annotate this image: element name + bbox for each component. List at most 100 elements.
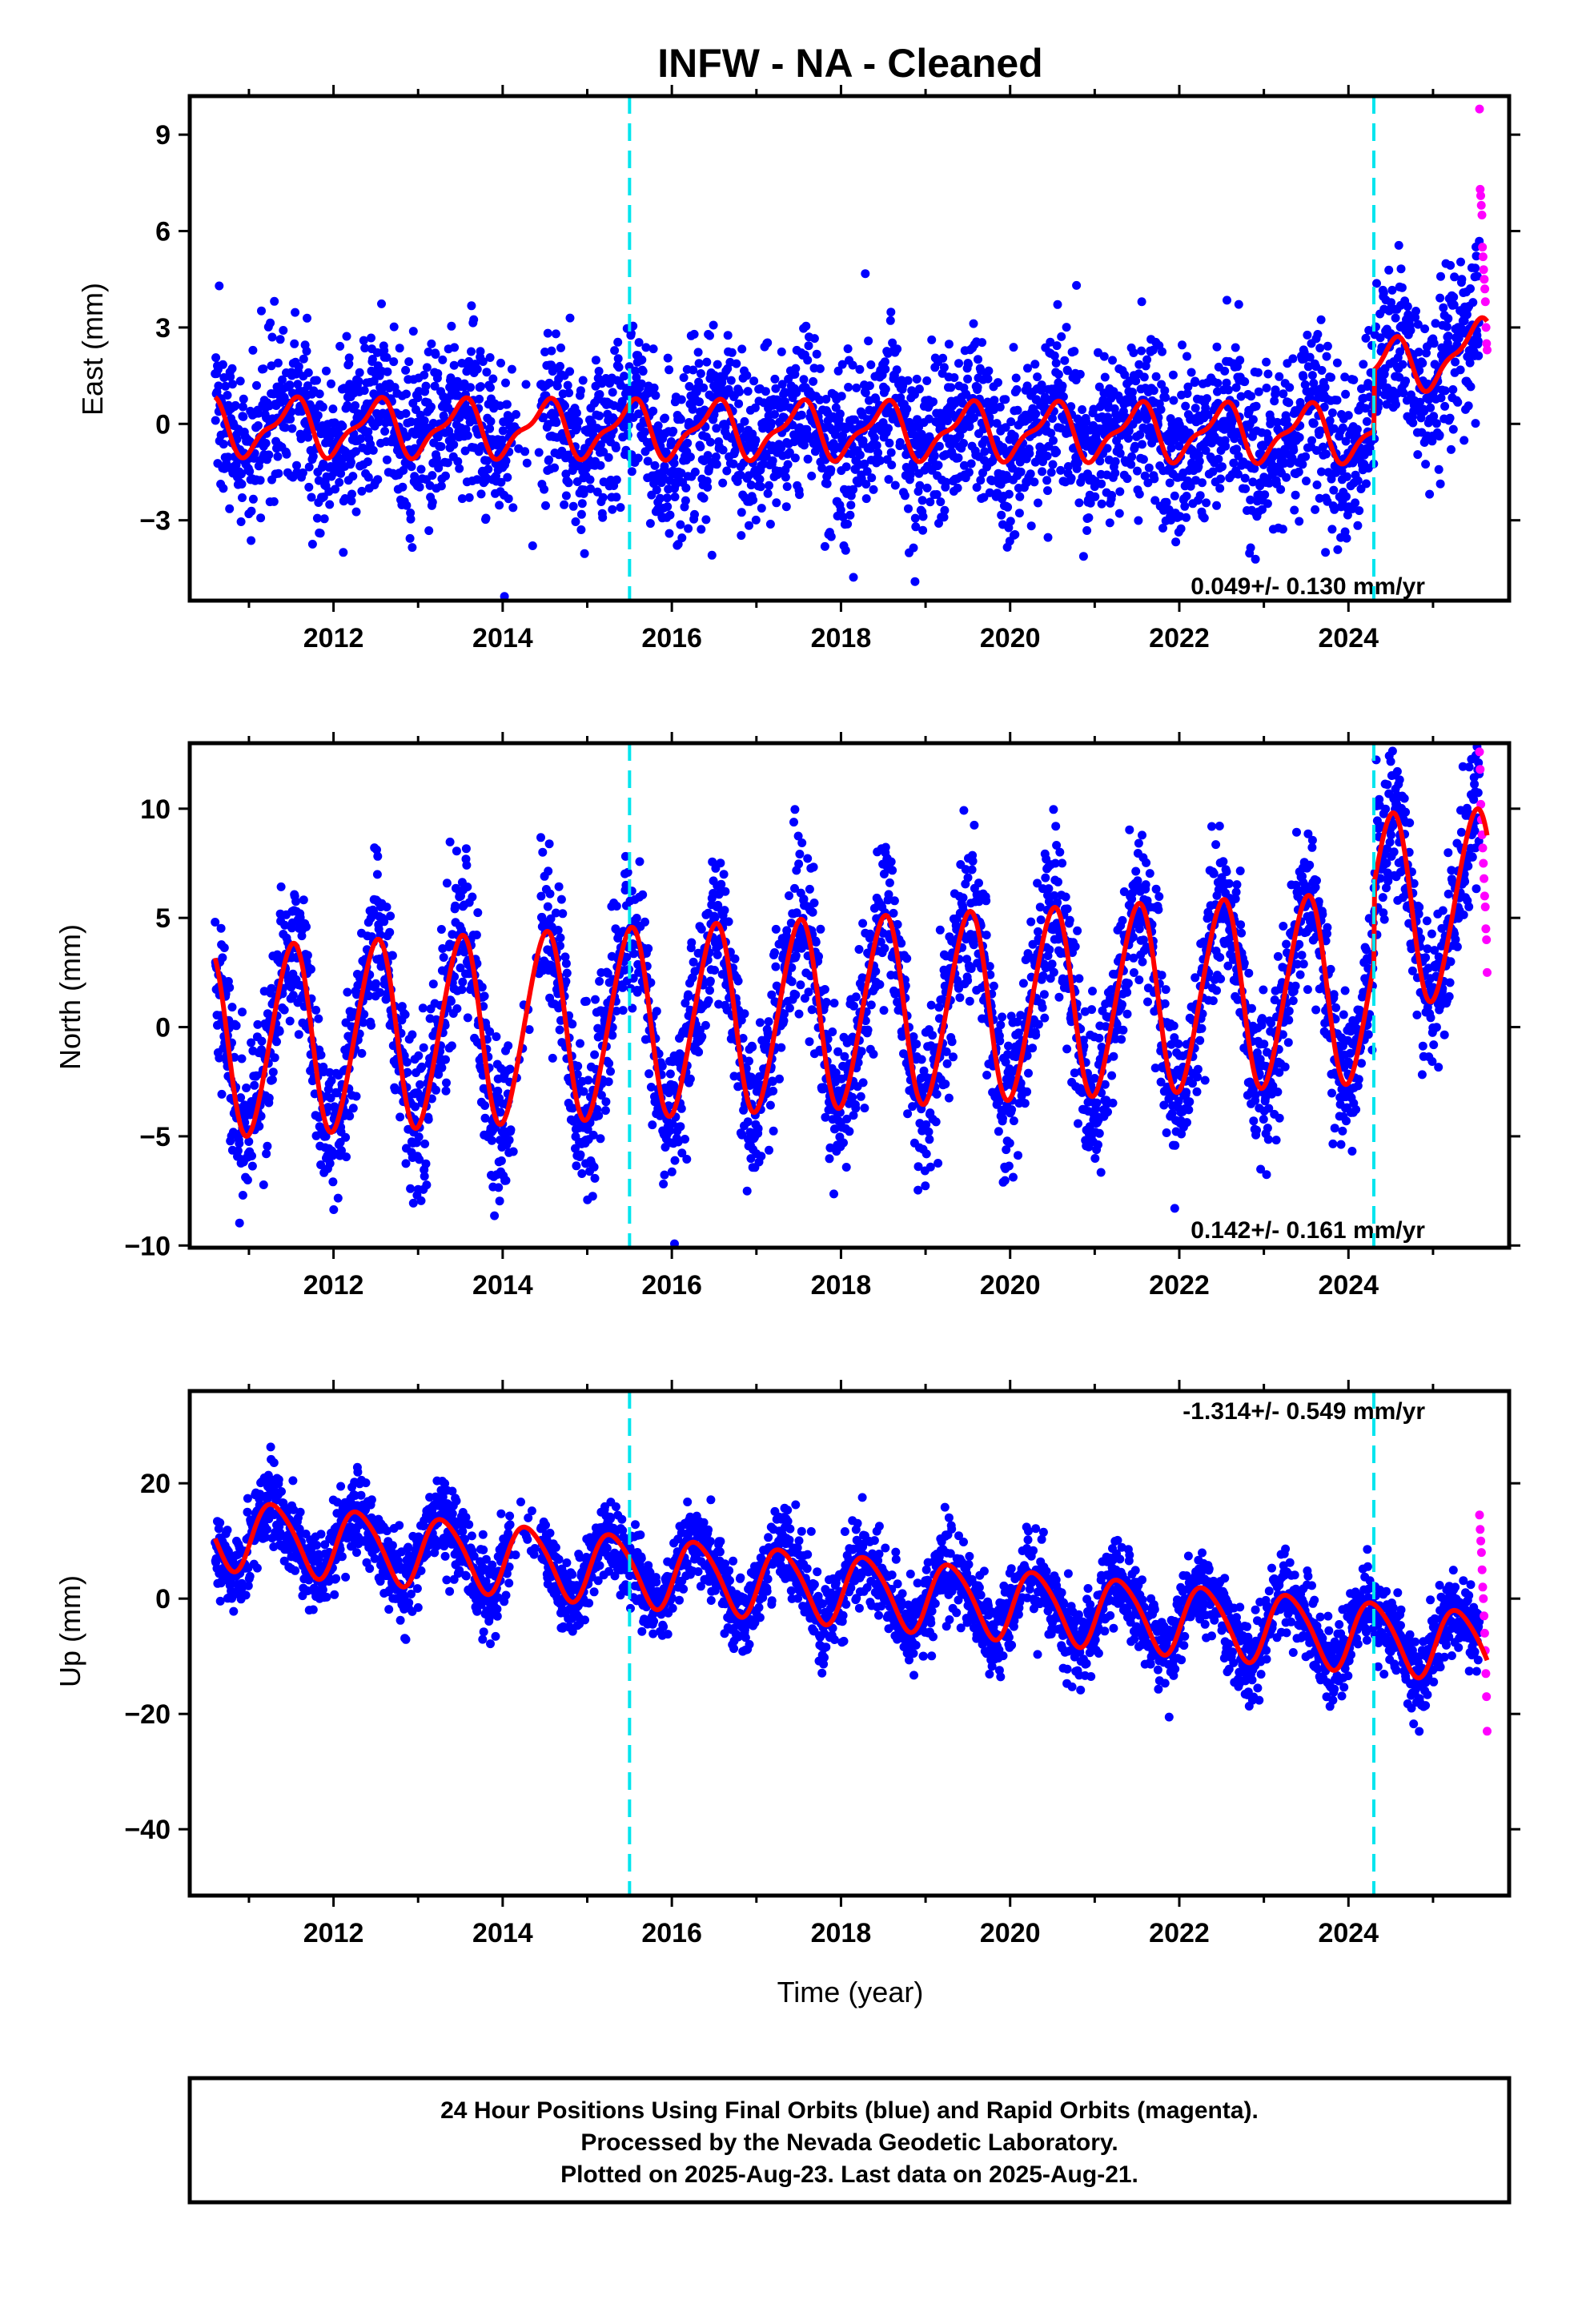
east-final-point: [1460, 436, 1469, 445]
north-final-point: [418, 1003, 428, 1013]
north-final-point: [262, 1149, 271, 1159]
east-final-point: [1078, 405, 1087, 414]
east-final-point: [651, 391, 661, 400]
north-final-point: [314, 1014, 323, 1023]
east-final-point: [550, 463, 560, 472]
east-final-point: [427, 339, 436, 348]
east-final-point: [939, 513, 949, 522]
east-final-point: [552, 418, 561, 428]
east-final-point: [1228, 415, 1238, 424]
east-final-point: [634, 338, 644, 348]
east-final-point: [980, 435, 990, 444]
north-final-point: [677, 1148, 687, 1158]
east-final-point: [501, 456, 511, 465]
north-final-point: [267, 1075, 277, 1084]
east-final-point: [401, 365, 411, 375]
north-plot-area: [211, 743, 1492, 1248]
east-final-point: [772, 498, 781, 508]
north-final-point: [406, 1184, 416, 1193]
east-final-point: [303, 432, 313, 442]
east-final-point: [1349, 375, 1359, 384]
east-final-point: [749, 376, 759, 386]
north-final-point: [556, 941, 564, 951]
east-final-point: [998, 443, 1008, 452]
east-final-point: [359, 386, 369, 396]
east-final-point: [571, 517, 580, 526]
north-final-point: [628, 974, 638, 983]
north-final-point: [345, 1112, 355, 1121]
east-final-point: [665, 510, 675, 520]
east-final-point: [844, 383, 853, 392]
east-final-point: [699, 383, 709, 392]
east-final-point: [677, 468, 686, 478]
north-final-point: [494, 1183, 504, 1192]
east-final-point: [355, 368, 364, 377]
east-final-point: [656, 493, 665, 503]
north-final-point: [490, 1211, 500, 1220]
east-final-point: [1341, 436, 1351, 446]
east-final-point: [913, 415, 922, 424]
east-final-point: [1231, 343, 1240, 352]
north-final-point: [595, 976, 604, 986]
east-final-point: [1057, 332, 1066, 341]
east-rapid-point: [1476, 184, 1485, 194]
north-final-point: [708, 857, 717, 866]
east-final-point: [576, 509, 586, 519]
east-final-point: [315, 389, 324, 399]
east-final-point: [322, 366, 331, 376]
east-rate-label: 0.049+/- 0.130 mm/yr: [1191, 573, 1425, 600]
east-final-point: [712, 424, 721, 433]
north-final-point: [665, 1126, 675, 1136]
east-final-point: [1396, 264, 1406, 274]
east-final-point: [1074, 498, 1084, 508]
north-final-point: [295, 913, 305, 923]
north-final-point: [794, 1009, 804, 1019]
east-final-point: [666, 437, 676, 446]
east-final-point: [770, 374, 780, 384]
east-final-point: [895, 438, 905, 447]
east-final-point: [1353, 476, 1363, 485]
east-final-point: [1195, 456, 1204, 466]
north-final-point: [456, 963, 465, 973]
north-final-point: [333, 1193, 343, 1203]
north-final-point: [382, 903, 391, 912]
east-final-point: [1046, 337, 1055, 347]
east-final-point: [1058, 381, 1067, 391]
east-final-point: [912, 374, 921, 384]
north-final-point: [473, 908, 483, 918]
north-final-point: [687, 938, 697, 947]
east-final-point: [319, 514, 329, 524]
east-final-point: [1253, 368, 1263, 377]
east-final-point: [552, 381, 562, 391]
east-final-point: [556, 361, 564, 371]
east-final-point: [1166, 444, 1176, 452]
north-final-point: [225, 983, 235, 992]
east-final-point: [1343, 411, 1353, 420]
north-final-point: [805, 1037, 814, 1047]
east-final-point: [304, 462, 314, 472]
north-final-point: [596, 1134, 605, 1144]
east-final-point: [722, 466, 732, 476]
east-final-point: [1022, 381, 1032, 391]
east-final-point: [255, 476, 265, 485]
north-final-point: [447, 996, 456, 1006]
east-final-point: [1440, 401, 1450, 411]
east-final-point: [338, 421, 347, 431]
east-final-point: [849, 415, 859, 424]
north-final-point: [555, 1025, 564, 1035]
east-final-point: [1325, 416, 1335, 425]
east-final-point: [694, 359, 704, 368]
north-final-point: [421, 1159, 431, 1168]
east-final-point: [1174, 441, 1184, 451]
east-final-point: [926, 497, 935, 507]
north-final-point: [256, 1112, 266, 1121]
east-final-point: [676, 415, 685, 424]
east-final-point: [273, 452, 283, 461]
east-final-point: [648, 406, 658, 416]
east-final-point: [1082, 526, 1092, 535]
east-final-point: [482, 368, 492, 377]
east-final-point: [1015, 492, 1025, 501]
east-final-point: [1186, 481, 1195, 491]
east-final-point: [1199, 513, 1209, 523]
north-final-point: [660, 1170, 669, 1180]
